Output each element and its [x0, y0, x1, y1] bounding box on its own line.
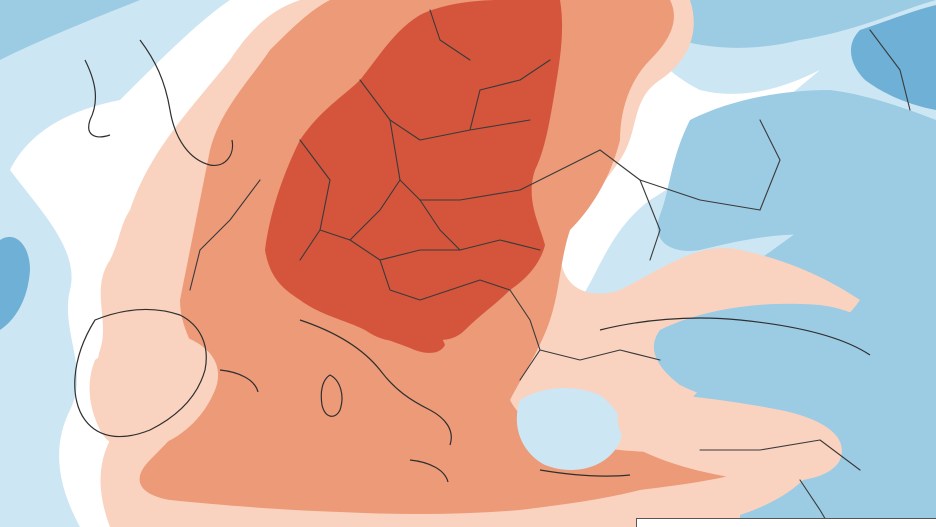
cool-east-land — [657, 90, 936, 260]
country-borders — [189, 9, 911, 527]
strong-warm-zone — [265, 0, 563, 341]
cool-black-sea — [653, 303, 882, 407]
light-warm-anatolia — [617, 390, 842, 482]
strong-cool-atlantic — [0, 236, 30, 330]
light-warm-iberia — [89, 333, 219, 450]
coastlines — [74, 39, 871, 483]
light-cool-greece — [516, 388, 623, 470]
strong-warm-adriatic — [348, 302, 445, 353]
strong-cool-northeast — [850, 5, 936, 110]
scale-bar-placeholder — [636, 518, 936, 527]
